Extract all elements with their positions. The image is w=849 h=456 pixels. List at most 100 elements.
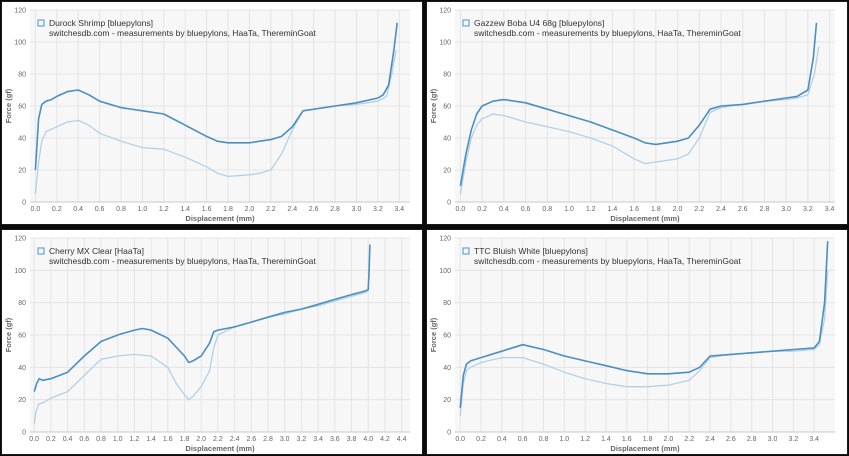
legend-swatch — [37, 19, 45, 27]
legend-label: Cherry MX Clear [HaaTa] — [49, 246, 144, 256]
x-tick-label: 0.8 — [96, 436, 106, 443]
x-tick-label: 4.4 — [397, 436, 407, 443]
y-tick-label: 0 — [22, 200, 26, 207]
x-tick-label: 3.4 — [394, 206, 404, 213]
y-axis-title: Force (gf) — [429, 88, 438, 123]
y-tick-label: 120 — [14, 8, 26, 15]
x-tick-label: 3.6 — [330, 436, 340, 443]
x-tick-label: 1.6 — [163, 436, 173, 443]
x-tick-label: 1.4 — [180, 206, 190, 213]
x-tick-label: 1.6 — [629, 206, 639, 213]
legend-label: Gazzew Boba U4 68g [bluepylons] — [474, 18, 604, 28]
chart-panel-4: 0 20 40 60 80 100 120 0.0 0.2 0.4 0.6 0.8 1.0 1.2 1.4 1… — [427, 230, 847, 454]
x-tick-label: 1.6 — [202, 206, 212, 213]
x-tick-label: 0.0 — [29, 436, 39, 443]
x-tick-label: 1.0 — [138, 206, 148, 213]
x-tick-label: 2.4 — [287, 206, 297, 213]
x-tick-label: 1.4 — [146, 436, 156, 443]
x-tick-label: 2.8 — [760, 206, 770, 213]
downstroke-series-line — [459, 241, 829, 408]
upstroke-series-line — [459, 270, 829, 416]
y-tick-label: 20 — [443, 397, 451, 404]
x-tick-label: 2.2 — [213, 436, 223, 443]
y-tick-label: 0 — [447, 200, 451, 207]
y-tick-label: 40 — [18, 136, 26, 143]
y-axis-title: Force (gf) — [429, 317, 438, 352]
x-tick-label: 3.2 — [373, 206, 383, 213]
y-tick-label: 80 — [18, 300, 26, 307]
chart-panel-1: 0 20 40 60 80 100 120 0.0 0.2 0.4 0.6 0.8 1.0 1.2 1.4 1… — [2, 2, 422, 224]
x-axis-title: Displacement (mm) — [185, 214, 255, 223]
x-axis-title: Displacement (mm) — [610, 214, 680, 223]
x-tick-label: 3.0 — [352, 206, 362, 213]
x-tick-label: 2.2 — [684, 436, 694, 443]
x-tick-label: 0.6 — [79, 436, 89, 443]
x-tick-label: 3.0 — [768, 436, 778, 443]
x-tick-label: 1.8 — [651, 206, 661, 213]
x-tick-label: 1.4 — [608, 206, 618, 213]
x-tick-label: 2.4 — [716, 206, 726, 213]
x-tick-label: 4.0 — [363, 436, 373, 443]
y-tick-label: 100 — [14, 40, 26, 47]
x-tick-label: 3.0 — [280, 436, 290, 443]
y-tick-label: 100 — [439, 268, 451, 275]
x-tick-label: 1.8 — [643, 436, 653, 443]
y-tick-label: 120 — [439, 8, 451, 15]
force-curve-chart: 0 20 40 60 80 100 120 0.0 0.2 0.4 0.6 0.8 1.0 1.2 1.4 1… — [429, 8, 835, 223]
legend-swatch — [462, 19, 470, 27]
legend-label: TTC Bluish White [bluepylons] — [474, 246, 588, 256]
x-tick-label: 1.2 — [586, 206, 596, 213]
y-tick-label: 20 — [443, 168, 451, 175]
chart-subtitle: switchesdb.com - measurements by bluepyl… — [49, 28, 316, 38]
x-tick-label: 2.4 — [230, 436, 240, 443]
y-tick-label: 40 — [443, 365, 451, 372]
x-axis-title: Displacement (mm) — [185, 444, 255, 453]
x-tick-label: 0.4 — [73, 206, 83, 213]
downstroke-series-line — [459, 22, 818, 187]
y-tick-label: 0 — [22, 430, 26, 437]
downstroke-series-line — [33, 244, 371, 392]
x-tick-label: 0.4 — [63, 436, 73, 443]
x-tick-label: 2.2 — [266, 206, 276, 213]
x-tick-label: 1.0 — [564, 206, 574, 213]
x-tick-label: 1.8 — [223, 206, 233, 213]
x-tick-label: 0.6 — [521, 206, 531, 213]
y-tick-label: 100 — [439, 40, 451, 47]
x-tick-label: 2.8 — [263, 436, 273, 443]
downstroke-series-line — [34, 22, 398, 171]
x-tick-label: 0.0 — [30, 206, 40, 213]
x-tick-label: 1.0 — [559, 436, 569, 443]
x-tick-label: 2.0 — [245, 206, 255, 213]
x-tick-label: 1.2 — [130, 436, 140, 443]
x-tick-label: 0.2 — [477, 206, 487, 213]
x-tick-label: 3.4 — [313, 436, 323, 443]
x-tick-label: 3.4 — [809, 436, 819, 443]
x-tick-label: 2.0 — [664, 436, 674, 443]
x-tick-label: 0.4 — [499, 206, 509, 213]
y-tick-label: 120 — [14, 236, 26, 243]
x-tick-label: 2.0 — [673, 206, 683, 213]
chart-panel-3: 0 20 40 60 80 100 120 0.0 0.2 0.4 0.6 0.8 1.0 1.2 1.4 1… — [2, 230, 422, 454]
x-tick-label: 3.2 — [297, 436, 307, 443]
x-tick-label: 2.0 — [196, 436, 206, 443]
chart-subtitle: switchesdb.com - measurements by bluepyl… — [49, 256, 316, 266]
force-curve-chart: 0 20 40 60 80 100 120 0.0 0.2 0.4 0.6 0.8 1.0 1.2 1.4 1… — [429, 236, 835, 453]
y-axis-title: Force (gf) — [4, 317, 13, 352]
legend-label: Durock Shrimp [bluepylons] — [49, 18, 153, 28]
x-tick-label: 2.6 — [246, 436, 256, 443]
x-tick-label: 2.2 — [694, 206, 704, 213]
x-tick-label: 0.2 — [46, 436, 56, 443]
y-tick-label: 100 — [14, 268, 26, 275]
y-tick-label: 40 — [18, 365, 26, 372]
y-tick-label: 120 — [439, 236, 451, 243]
legend-swatch — [462, 247, 470, 255]
x-tick-label: 0.8 — [116, 206, 126, 213]
x-tick-label: 1.4 — [601, 436, 611, 443]
x-tick-label: 1.0 — [113, 436, 123, 443]
x-tick-label: 0.8 — [539, 436, 549, 443]
y-tick-label: 0 — [447, 430, 451, 437]
y-tick-label: 60 — [443, 333, 451, 340]
x-axis-title: Displacement (mm) — [610, 444, 680, 453]
x-tick-label: 0.6 — [518, 436, 528, 443]
